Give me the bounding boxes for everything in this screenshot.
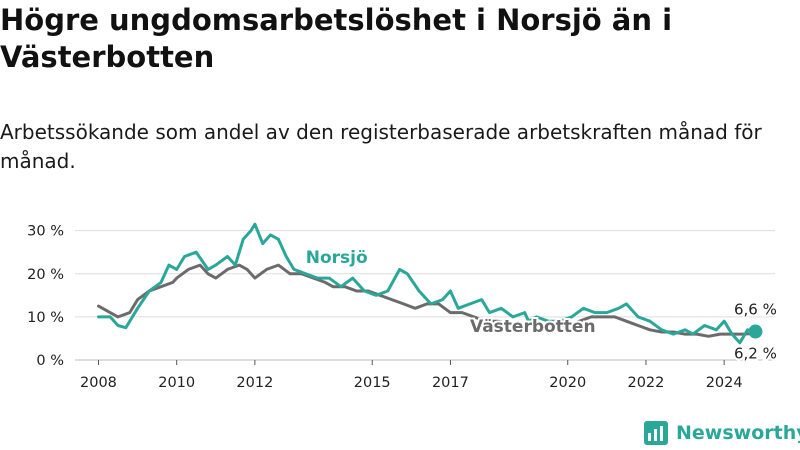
- logo-text: Newsworthy: [676, 422, 800, 444]
- x-tick-label: 2017: [432, 375, 469, 391]
- end-label-vasterbotten: 6,2 %: [734, 344, 777, 362]
- x-tick-label: 2020: [549, 375, 586, 391]
- y-tick-label: 30 %: [27, 224, 64, 240]
- x-tick-label: 2022: [627, 375, 664, 391]
- chart-logo-icon: [644, 421, 668, 445]
- series-label-norsjo: Norsjö: [306, 248, 368, 268]
- x-tick-label: 2012: [236, 375, 273, 391]
- x-tick-label: 2024: [706, 375, 743, 391]
- y-tick-label: 10 %: [27, 310, 64, 326]
- x-tick-label: 2008: [80, 375, 117, 391]
- chart-title: Högre ungdomsarbetslöshet i Norsjö än i …: [0, 3, 673, 74]
- series-line-norsjo: [97, 222, 757, 345]
- end-markers: 6,6 % 6,2 %: [732, 299, 779, 365]
- newsworthy-logo[interactable]: Newsworthy: [644, 419, 800, 447]
- end-label-norsjo: 6,6 %: [734, 301, 777, 319]
- series-labels: Norsjö Västerbotten: [304, 246, 598, 339]
- y-axis: 0 % 10 % 20 % 30 %: [27, 224, 64, 369]
- series-line-vasterbotten: [97, 263, 757, 338]
- end-marker-norsjo: [748, 324, 763, 339]
- x-axis: 2008 2010 2012 2015 2017 2020 2022 2024: [80, 360, 743, 391]
- series-lines: [97, 222, 757, 345]
- gridlines: [75, 230, 775, 361]
- y-tick-label: 20 %: [27, 267, 64, 283]
- y-tick-label: 0 %: [36, 353, 64, 369]
- x-tick-label: 2010: [158, 375, 195, 391]
- x-tick-label: 2015: [354, 375, 391, 391]
- series-label-vasterbotten: Västerbotten: [470, 317, 596, 337]
- chart-subtitle: Arbetssökande som andel av den registerb…: [0, 120, 762, 173]
